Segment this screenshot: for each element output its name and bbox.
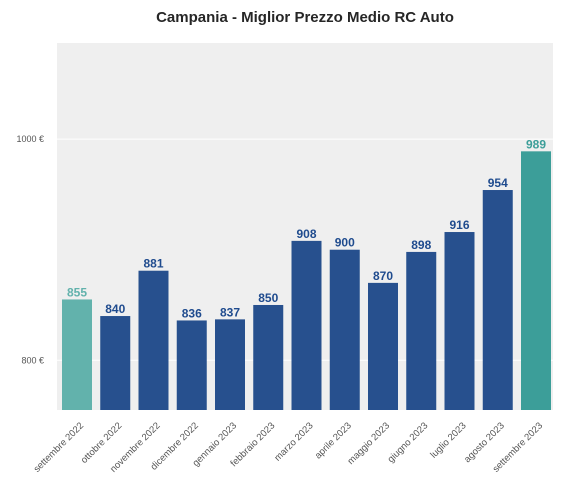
bar-value-label: 916 xyxy=(449,218,469,232)
bar-value-label: 855 xyxy=(67,285,87,299)
bar-value-label: 898 xyxy=(411,238,431,252)
bar-11 xyxy=(444,232,475,410)
bar-10 xyxy=(406,251,437,410)
x-tick-label: luglio 2023 xyxy=(428,420,468,460)
bar-8 xyxy=(329,249,360,410)
bars xyxy=(62,151,551,410)
data-labels: 855 840 881 836 837 850 908 900 870 898 916 954 989 xyxy=(67,137,546,320)
y-axis-ticks: 800 € 1000 € xyxy=(16,134,44,365)
bar-5 xyxy=(215,319,245,410)
bar-value-label: 840 xyxy=(105,302,125,316)
bar-9 xyxy=(368,282,398,410)
bar-value-label: 870 xyxy=(373,269,393,283)
bar-value-label: 836 xyxy=(182,306,202,320)
bar-2 xyxy=(100,316,131,410)
bar-7 xyxy=(291,240,322,410)
bar-value-label: 989 xyxy=(526,137,546,151)
x-tick-label: settembre 2022 xyxy=(32,420,86,474)
bar-value-label: 881 xyxy=(143,257,163,271)
x-tick-label: giugno 2023 xyxy=(386,420,431,465)
x-tick-label: aprile 2023 xyxy=(313,420,354,461)
x-tick-label: marzo 2023 xyxy=(272,420,315,463)
chart-title: Campania - Miglior Prezzo Medio RC Auto xyxy=(156,9,454,26)
bar-value-label: 837 xyxy=(220,305,240,319)
bar-value-label: 850 xyxy=(258,291,278,305)
y-tick-label: 800 € xyxy=(21,355,44,365)
bar-value-label: 908 xyxy=(296,227,316,241)
bar-4 xyxy=(176,320,207,410)
bar-value-label: 900 xyxy=(335,236,355,250)
bar-13 xyxy=(521,151,551,410)
bar-12 xyxy=(482,190,513,410)
bar-6 xyxy=(253,304,284,410)
bar-1 xyxy=(62,299,92,410)
bar-value-label: 954 xyxy=(488,176,508,190)
y-tick-label: 1000 € xyxy=(16,134,44,144)
bar-3 xyxy=(138,270,169,410)
